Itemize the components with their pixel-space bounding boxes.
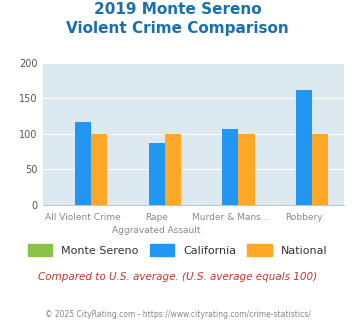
Bar: [91, 134, 107, 205]
Text: Rape: Rape: [145, 213, 168, 222]
Bar: [75, 121, 91, 205]
Bar: [149, 143, 165, 205]
Text: © 2025 CityRating.com - https://www.cityrating.com/crime-statistics/: © 2025 CityRating.com - https://www.city…: [45, 310, 310, 319]
Text: All Violent Crime: All Violent Crime: [45, 213, 121, 222]
Text: Violent Crime Comparison: Violent Crime Comparison: [66, 21, 289, 36]
Bar: [165, 134, 181, 205]
Bar: [296, 90, 312, 205]
Text: Murder & Mans...: Murder & Mans...: [192, 213, 269, 222]
Text: Compared to U.S. average. (U.S. average equals 100): Compared to U.S. average. (U.S. average …: [38, 272, 317, 282]
Text: Aggravated Assault: Aggravated Assault: [113, 226, 201, 235]
Legend: Monte Sereno, California, National: Monte Sereno, California, National: [23, 240, 332, 260]
Bar: [222, 129, 238, 205]
Bar: [312, 134, 328, 205]
Text: Robbery: Robbery: [285, 213, 323, 222]
Bar: [238, 134, 255, 205]
Text: 2019 Monte Sereno: 2019 Monte Sereno: [94, 2, 261, 16]
